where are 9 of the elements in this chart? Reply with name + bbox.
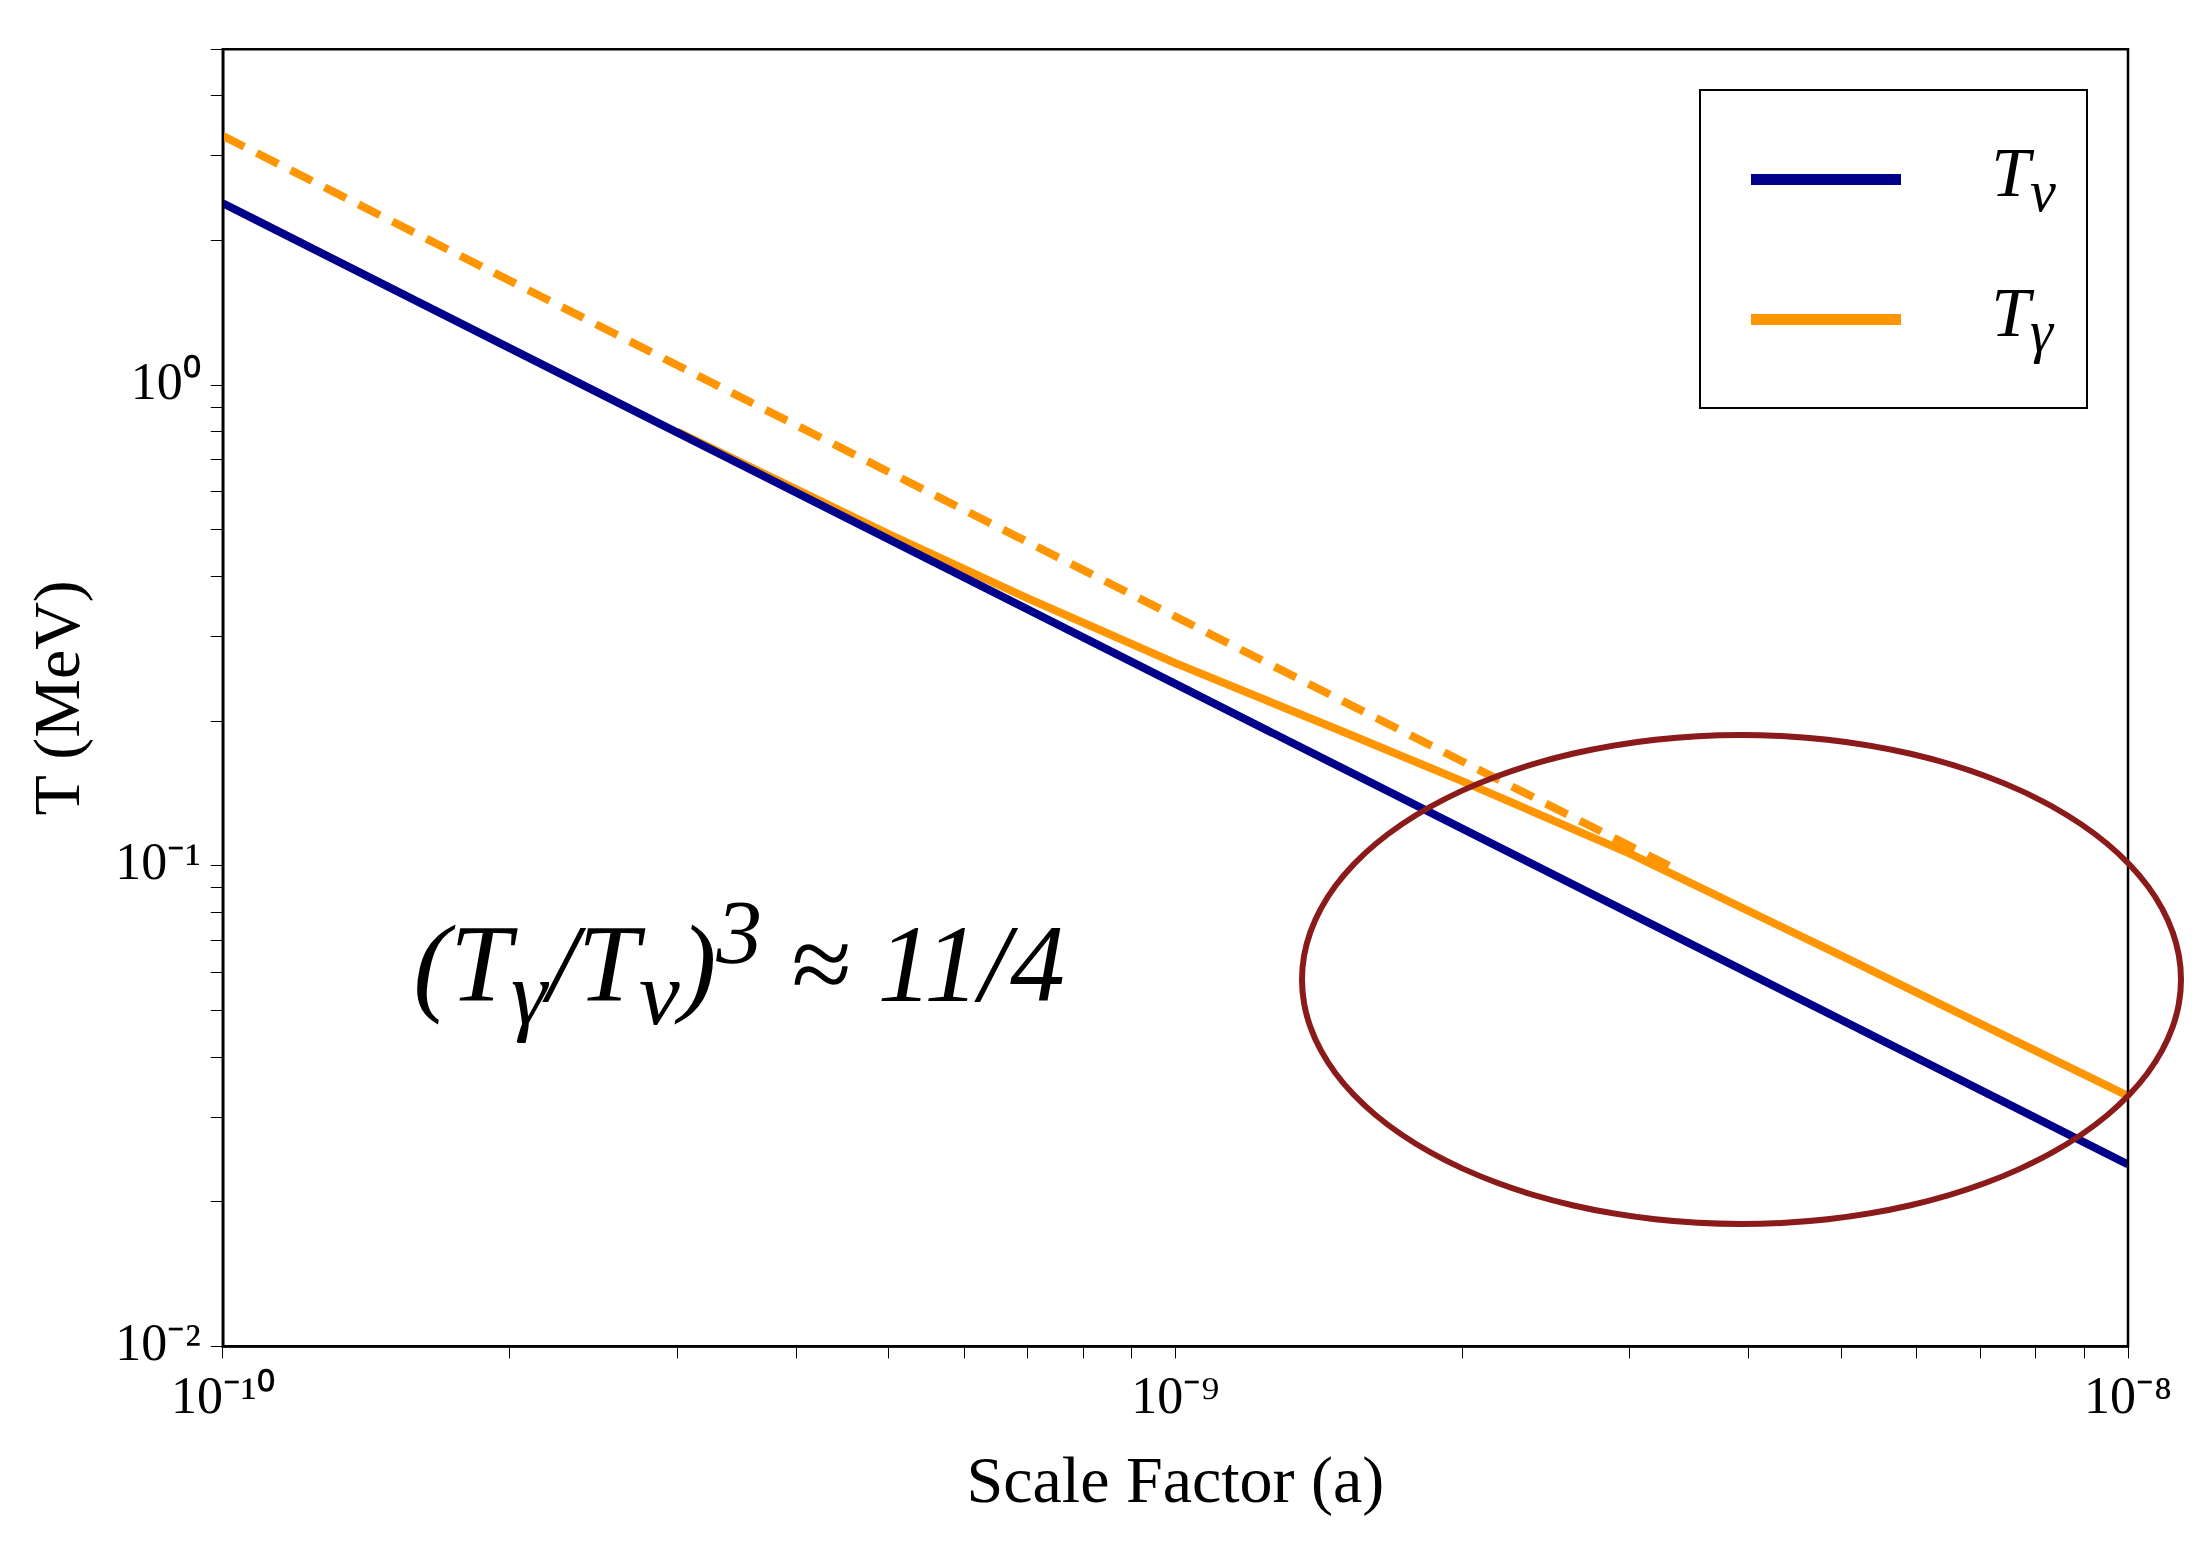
x-tick-label: 10⁻⁹ [1131, 1367, 1220, 1425]
annotation: (T$_{γ}$/T$_{ν}$)$^{3}$ ≈ 11/4 [413, 880, 1065, 1047]
x-tick-label: 10⁻⁸ [2083, 1367, 2173, 1425]
y-axis-title: T (MeV) [19, 580, 94, 816]
legend-label: T$_{ν}$ [1991, 133, 2056, 226]
y-tick-label: 10⁻¹ [115, 833, 201, 891]
y-tick-label: 10⁰ [130, 352, 201, 410]
x-axis-title: Scale Factor (a) [966, 1442, 1385, 1517]
legend-label: T$_{γ}$ [1991, 273, 2054, 366]
